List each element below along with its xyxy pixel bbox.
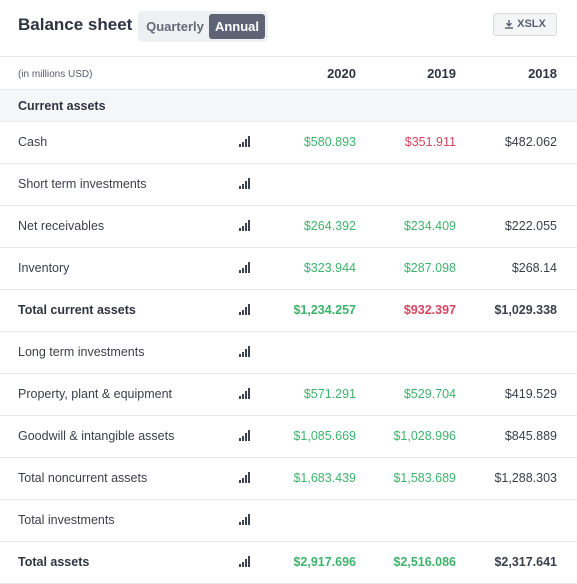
annual-button[interactable]: Annual — [209, 14, 265, 39]
value-cell-2019: $1,028.996 — [393, 429, 456, 443]
section-title: Current assets — [18, 99, 106, 113]
table-row: Net receivables $264.392 $234.409 $222.055 — [0, 206, 577, 248]
download-icon — [505, 20, 514, 29]
bar-chart-icon[interactable] — [239, 388, 251, 399]
row-label: Inventory — [18, 261, 70, 275]
value-cell-2019: $2,516.086 — [393, 555, 456, 569]
table-row: Total noncurrent assets $1,683.439 $1,583.… — [0, 458, 577, 500]
units-label: (in millions USD) — [18, 69, 93, 80]
bar-chart-icon[interactable] — [239, 136, 251, 147]
value-cell-2020: $323.944 — [303, 261, 356, 275]
row-label: Total investments — [18, 513, 115, 527]
year-header-2018: 2018 — [528, 66, 557, 81]
value-cell-2019: $287.098 — [403, 261, 456, 275]
year-header-2020: 2020 — [327, 66, 356, 81]
bar-chart-icon[interactable] — [239, 304, 251, 315]
value-cell-2020: $1,085.669 — [293, 429, 356, 443]
value-cell-2020: $571.291 — [303, 387, 356, 401]
value-cell-2018: $419.529 — [504, 387, 557, 401]
value-cell-2020: $1,234.257 — [293, 303, 356, 317]
row-label: Total current assets — [18, 303, 136, 317]
year-header-2019: 2019 — [427, 66, 456, 81]
bar-chart-icon[interactable] — [239, 262, 251, 273]
value-cell-2018: $1,029.338 — [494, 303, 557, 317]
value-cell-2018: $222.055 — [504, 219, 557, 233]
table-row: Long term investments — [0, 332, 577, 374]
value-cell-2019: $529.704 — [403, 387, 456, 401]
bar-chart-icon[interactable] — [239, 514, 251, 525]
row-label: Total noncurrent assets — [18, 471, 148, 485]
value-cell-2018: $1,288.303 — [494, 471, 557, 485]
table-header-row: (in millions USD) 2020 2019 2018 — [0, 57, 577, 90]
value-cell-2019: $351.911 — [404, 135, 456, 149]
bar-chart-icon[interactable] — [239, 472, 251, 483]
bar-chart-icon[interactable] — [239, 346, 251, 357]
value-cell-2019: $932.397 — [403, 303, 456, 317]
row-label: Short term investments — [18, 177, 147, 191]
row-label: Cash — [18, 135, 48, 149]
table-row: Inventory $323.944 $287.098 $268.14 — [0, 248, 577, 290]
period-toggle: Quarterly Annual — [138, 11, 268, 42]
balance-sheet-header: Balance sheet Quarterly Annual XSLX — [0, 0, 577, 57]
page-title: Balance sheet — [18, 15, 133, 34]
table-row: Total current assets $1,234.257 $932.397 $1… — [0, 290, 577, 332]
value-cell-2019: $234.409 — [403, 219, 456, 233]
value-cell-2020: $1,683.439 — [293, 471, 356, 485]
table-row: Short term investments — [0, 164, 577, 206]
table-row: Total assets $2,917.696 $2,516.086 $2,317.6… — [0, 542, 577, 584]
bar-chart-icon[interactable] — [239, 178, 251, 189]
row-label: Property, plant & equipment — [18, 387, 173, 401]
table-row: Property, plant & equipment $571.291 $529.… — [0, 374, 577, 416]
bar-chart-icon[interactable] — [239, 220, 251, 231]
table-row: Goodwill & intangible assets $1,085.669 $1… — [0, 416, 577, 458]
section-header: Current assets — [0, 90, 577, 122]
value-cell-2020: $2,917.696 — [293, 555, 356, 569]
value-cell-2018: $845.889 — [504, 429, 557, 443]
value-cell-2020: $580.893 — [303, 135, 356, 149]
export-label: XSLX — [517, 18, 546, 30]
export-xlsx-button[interactable]: XSLX — [493, 13, 557, 36]
value-cell-2019: $1,583.689 — [393, 471, 456, 485]
quarterly-button[interactable]: Quarterly — [146, 19, 204, 34]
row-label: Net receivables — [18, 219, 105, 233]
bar-chart-icon[interactable] — [239, 430, 251, 441]
table-row: Total investments — [0, 500, 577, 542]
row-label: Goodwill & intangible assets — [18, 429, 175, 443]
value-cell-2018: $268.14 — [511, 261, 557, 275]
value-cell-2018: $482.062 — [504, 135, 557, 149]
value-cell-2018: $2,317.641 — [494, 555, 557, 569]
bar-chart-icon[interactable] — [239, 556, 251, 567]
row-label: Long term investments — [18, 345, 145, 359]
table-row: Cash $580.893 $351.911 $482.062 — [0, 122, 577, 164]
row-label: Total assets — [18, 555, 90, 569]
value-cell-2020: $264.392 — [303, 219, 356, 233]
